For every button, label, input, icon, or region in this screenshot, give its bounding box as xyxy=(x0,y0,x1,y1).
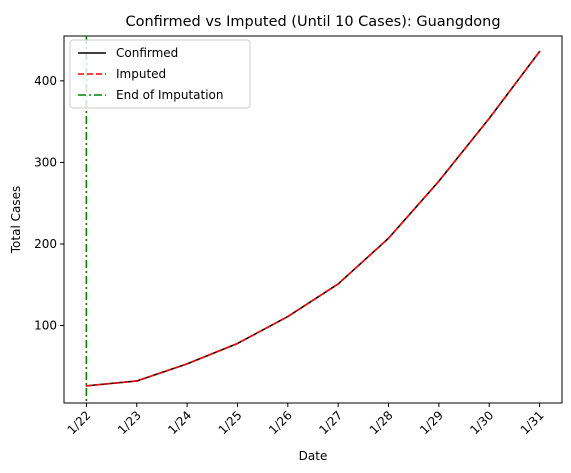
legend-label-imputed: Imputed xyxy=(116,67,166,81)
series-line-imputed xyxy=(86,51,541,387)
x-axis-label: Date xyxy=(299,449,328,463)
y-tick-label: 300 xyxy=(34,155,57,169)
y-axis-label: Total Cases xyxy=(9,186,23,254)
legend: Confirmed Imputed End of Imputation xyxy=(69,39,251,109)
data-point-imputed xyxy=(85,385,88,387)
y-tick-label: 200 xyxy=(34,237,57,251)
y-axis: 100 200 300 400 xyxy=(34,74,64,333)
data-point-imputed xyxy=(287,315,289,318)
x-tick-label: 1/31 xyxy=(518,408,547,437)
legend-box xyxy=(69,39,251,109)
x-tick-label: 1/25 xyxy=(216,408,245,437)
x-axis: 1/22 1/23 1/24 1/25 1/26 1/27 1/28 1/29 1/30 1/31 xyxy=(65,403,547,437)
chart-title: Confirmed vs Imputed (Until 10 Cases): G… xyxy=(125,14,500,30)
data-point-imputed xyxy=(186,363,188,365)
x-tick-label: 1/26 xyxy=(266,408,295,437)
data-point-imputed xyxy=(337,283,339,285)
data-point-imputed xyxy=(488,117,491,120)
legend-label-confirmed: Confirmed xyxy=(116,46,178,60)
y-tick-label: 100 xyxy=(34,319,57,333)
data-point-imputed xyxy=(387,237,390,240)
y-tick-label: 400 xyxy=(34,74,57,88)
data-point-imputed xyxy=(538,50,541,53)
plot-frame xyxy=(63,35,563,404)
series-layer xyxy=(85,50,541,387)
x-tick-label: 1/29 xyxy=(417,408,446,437)
data-point-imputed xyxy=(438,180,440,182)
x-tick-label: 1/23 xyxy=(115,408,144,437)
x-tick-label: 1/28 xyxy=(367,408,396,437)
x-tick-label: 1/24 xyxy=(165,408,194,437)
x-tick-label: 1/22 xyxy=(65,408,94,437)
x-tick-label: 1/27 xyxy=(316,408,345,437)
x-tick-label: 1/30 xyxy=(467,408,496,437)
data-point-imputed xyxy=(236,342,239,345)
legend-label-end-of-imputation: End of Imputation xyxy=(116,88,224,102)
data-point-imputed xyxy=(135,380,138,382)
